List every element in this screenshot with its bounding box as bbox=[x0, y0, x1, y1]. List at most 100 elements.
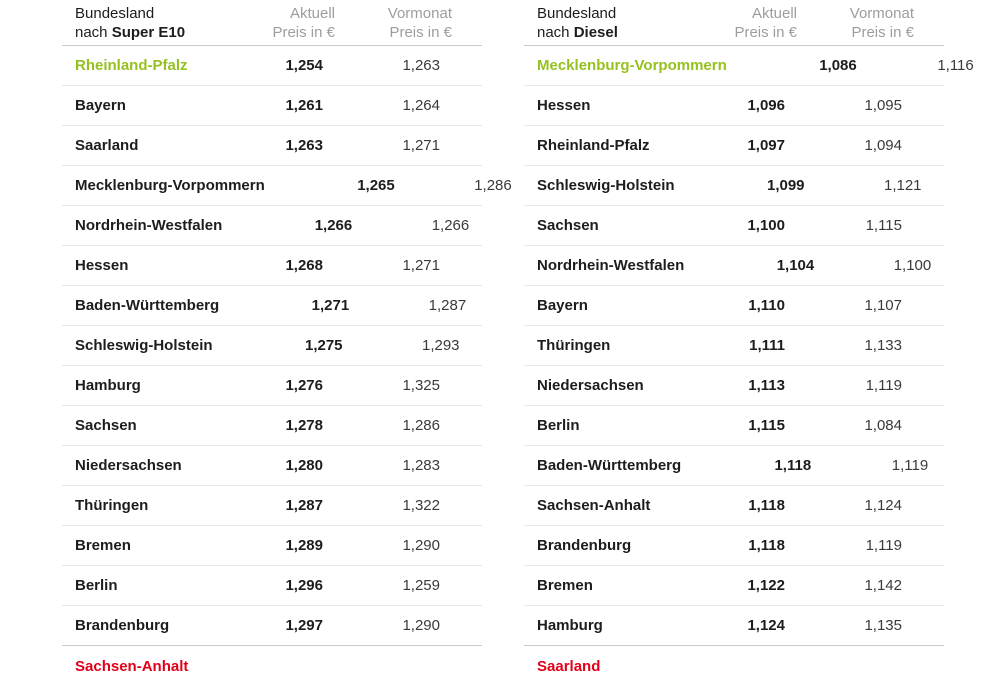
bundesland-cell: Berlin bbox=[75, 577, 118, 594]
table-row: Bayern 1,110 1,107 bbox=[524, 286, 944, 326]
bundesland-cell: Baden-Württemberg bbox=[75, 297, 220, 314]
bundesland-cell: Brandenburg bbox=[75, 617, 170, 634]
super-e10-table: Bundesland nach Super E10 Aktuell Preis … bbox=[62, 0, 512, 686]
aktuell-column-header: Aktuell Preis in € bbox=[272, 5, 335, 41]
table-row: Baden-Württemberg 1,118 1,119 bbox=[524, 446, 944, 486]
bundesland-column-header: Bundesland nach Diesel bbox=[537, 5, 618, 41]
vormonat-price-cell: 1,264 bbox=[402, 97, 440, 114]
aktuell-price-cell: 1,265 bbox=[357, 177, 395, 194]
vormonat-price-cell: 1,286 bbox=[402, 417, 440, 434]
table-row: Mecklenburg-Vorpommern 1,086 1,116 bbox=[524, 46, 974, 86]
bundesland-cell: Hessen bbox=[537, 97, 591, 114]
vormonat-price-cell: 1,100 bbox=[893, 257, 932, 274]
table-row: Sachsen 1,100 1,115 bbox=[524, 206, 944, 246]
vormonat-price-cell: 1,293 bbox=[421, 337, 460, 354]
aktuell-price-cell: 1,278 bbox=[285, 417, 323, 434]
aktuell-price-cell: 1,104 bbox=[776, 257, 815, 274]
table-header: Bundesland nach Diesel Aktuell Preis in … bbox=[524, 0, 944, 46]
table-row: Hessen 1,268 1,271 bbox=[62, 246, 482, 286]
bundesland-cell: Mecklenburg-Vorpommern bbox=[537, 57, 727, 74]
bundesland-cell: Niedersachsen bbox=[537, 377, 644, 394]
table-row: Bremen 1,289 1,290 bbox=[62, 526, 482, 566]
vormonat-price-cell: 1,290 bbox=[402, 537, 440, 554]
bundesland-cell: Schleswig-Holstein bbox=[75, 337, 213, 354]
vormonat-price-cell: 1,290 bbox=[402, 617, 440, 634]
vormonat-price-cell: 1,107 bbox=[864, 297, 902, 314]
aktuell-price-cell: 1,280 bbox=[285, 457, 323, 474]
vormonat-price-cell: 1,283 bbox=[402, 457, 440, 474]
vormonat-price-cell: 1,121 bbox=[883, 177, 922, 194]
vormonat-price-cell: 1,271 bbox=[402, 257, 440, 274]
bundesland-cell: Hessen bbox=[75, 257, 129, 274]
table-row: Niedersachsen 1,280 1,283 bbox=[62, 446, 482, 486]
aktuell-price-cell: 1,275 bbox=[304, 337, 343, 354]
aktuell-price-cell: 1,086 bbox=[819, 57, 857, 74]
vormonat-price-cell: 1,286 bbox=[474, 177, 512, 194]
table-row: Baden-Württemberg 1,271 1,287 bbox=[62, 286, 482, 326]
aktuell-price-cell: 1,111 bbox=[749, 337, 785, 354]
aktuell-price-cell: 1,118 bbox=[748, 497, 785, 514]
vormonat-price-cell: 1,263 bbox=[402, 57, 440, 74]
aktuell-price-cell: 1,113 bbox=[748, 377, 785, 394]
bundesland-cell: Sachsen-Anhalt bbox=[537, 497, 651, 514]
aktuell-price-cell: 1,276 bbox=[285, 377, 323, 394]
bundesland-cell: Rheinland-Pfalz bbox=[75, 57, 188, 74]
table-row: Hamburg 1,276 1,325 bbox=[62, 366, 482, 406]
bundesland-cell: Bayern bbox=[75, 97, 126, 114]
vormonat-price-cell: 1,095 bbox=[864, 97, 902, 114]
bundesland-cell: Saarland bbox=[537, 657, 601, 675]
bundesland-column-header: Bundesland nach Super E10 bbox=[75, 5, 186, 41]
aktuell-price-cell: 1,296 bbox=[285, 577, 323, 594]
vormonat-price-cell: 1,135 bbox=[864, 617, 902, 634]
aktuell-price-cell: 1,289 bbox=[285, 537, 323, 554]
bundesland-cell: Sachsen-Anhalt bbox=[75, 657, 189, 675]
table-row: Berlin 1,115 1,084 bbox=[524, 406, 944, 446]
table-row: Sachsen-Anhalt bbox=[62, 646, 482, 686]
vormonat-price-cell: 1,259 bbox=[402, 577, 440, 594]
table-row: Bremen 1,122 1,142 bbox=[524, 566, 944, 606]
table-row: Hessen 1,096 1,095 bbox=[524, 86, 944, 126]
vormonat-price-cell: 1,084 bbox=[864, 417, 902, 434]
bundesland-cell: Bremen bbox=[75, 537, 131, 554]
vormonat-price-cell: 1,119 bbox=[891, 457, 929, 474]
table-row: Bayern 1,261 1,264 bbox=[62, 86, 482, 126]
bundesland-cell: Nordrhein-Westfalen bbox=[75, 217, 223, 234]
bundesland-cell: Saarland bbox=[75, 137, 139, 154]
aktuell-price-cell: 1,287 bbox=[285, 497, 323, 514]
bundesland-cell: Bremen bbox=[537, 577, 593, 594]
vormonat-price-cell: 1,266 bbox=[431, 217, 470, 234]
table-row: Berlin 1,296 1,259 bbox=[62, 566, 482, 606]
aktuell-price-cell: 1,099 bbox=[766, 177, 805, 194]
table-row: Schleswig-Holstein 1,099 1,121 bbox=[524, 166, 944, 206]
bundesland-cell: Thüringen bbox=[75, 497, 149, 514]
aktuell-price-cell: 1,097 bbox=[747, 137, 785, 154]
table-row: Niedersachsen 1,113 1,119 bbox=[524, 366, 944, 406]
vormonat-price-cell: 1,142 bbox=[864, 577, 902, 594]
bundesland-cell: Mecklenburg-Vorpommern bbox=[75, 177, 265, 194]
aktuell-column-header: Aktuell Preis in € bbox=[734, 5, 797, 41]
vormonat-price-cell: 1,119 bbox=[865, 377, 902, 394]
bundesland-cell: Niedersachsen bbox=[75, 457, 182, 474]
table-body: Mecklenburg-Vorpommern 1,086 1,116 Hessen 1,… bbox=[524, 46, 974, 686]
vormonat-price-cell: 1,115 bbox=[865, 217, 902, 234]
diesel-table: Bundesland nach Diesel Aktuell Preis in … bbox=[524, 0, 974, 686]
aktuell-price-cell: 1,115 bbox=[748, 417, 785, 434]
aktuell-price-cell: 1,266 bbox=[314, 217, 353, 234]
fuel-type-label: Diesel bbox=[573, 24, 618, 41]
aktuell-price-cell: 1,100 bbox=[747, 217, 785, 234]
fuel-type-label: Super E10 bbox=[111, 24, 186, 41]
bundesland-cell: Berlin bbox=[537, 417, 580, 434]
table-row: Rheinland-Pfalz 1,097 1,094 bbox=[524, 126, 944, 166]
bundesland-cell: Baden-Württemberg bbox=[537, 457, 682, 474]
bundesland-cell: Rheinland-Pfalz bbox=[537, 137, 650, 154]
vormonat-price-cell: 1,119 bbox=[865, 537, 902, 554]
aktuell-price-cell: 1,118 bbox=[748, 537, 785, 554]
aktuell-price-cell: 1,263 bbox=[285, 137, 323, 154]
bundesland-cell: Sachsen bbox=[75, 417, 137, 434]
bundesland-cell: Hamburg bbox=[75, 377, 141, 394]
vormonat-price-cell: 1,116 bbox=[937, 57, 974, 74]
aktuell-price-cell: 1,297 bbox=[285, 617, 323, 634]
aktuell-price-cell: 1,110 bbox=[748, 297, 785, 314]
vormonat-column-header: Vormonat Preis in € bbox=[849, 5, 914, 41]
